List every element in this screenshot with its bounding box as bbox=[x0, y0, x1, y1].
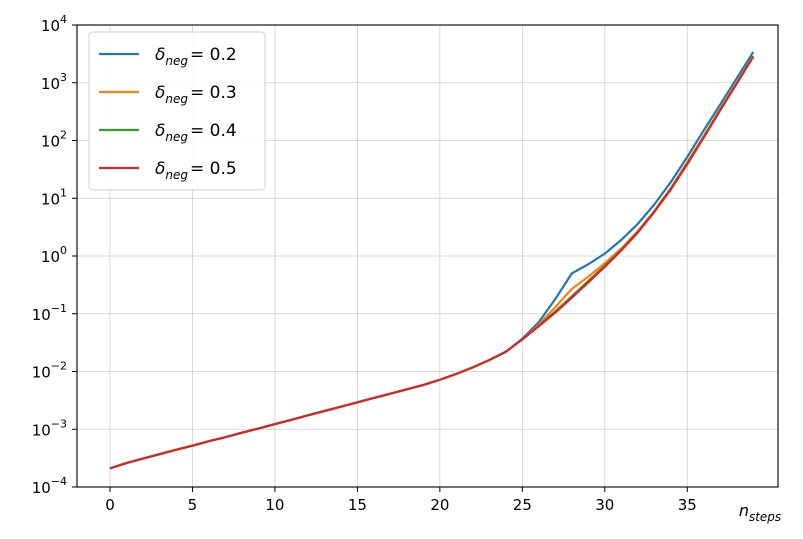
legend-symbol: δ bbox=[155, 159, 165, 179]
x-tick-label: 5 bbox=[188, 496, 198, 514]
x-tick-label: 0 bbox=[105, 496, 115, 514]
y-tick-base: 10 bbox=[41, 75, 60, 93]
y-tick-exponent: −2 bbox=[51, 360, 67, 373]
legend-subscript: neg bbox=[165, 168, 188, 182]
y-tick-label: 10−4 bbox=[32, 475, 67, 497]
x-tick-label: 35 bbox=[678, 496, 697, 514]
y-tick-label: 102 bbox=[41, 129, 67, 151]
legend-value: = 0.5 bbox=[190, 159, 237, 179]
y-tick-label: 103 bbox=[41, 71, 67, 93]
x-tick-label: 10 bbox=[265, 496, 284, 514]
legend-subscript: neg bbox=[165, 130, 188, 144]
x-axis-label-sub: steps bbox=[749, 510, 781, 524]
legend-label: δneg = 0.4 bbox=[155, 121, 237, 144]
y-tick-exponent: 4 bbox=[60, 13, 67, 26]
x-tick-label: 25 bbox=[513, 496, 532, 514]
x-tick-label: 20 bbox=[430, 496, 449, 514]
legend-symbol: δ bbox=[155, 83, 165, 103]
y-tick-base: 10 bbox=[32, 479, 51, 497]
legend-value: = 0.2 bbox=[190, 45, 237, 65]
y-tick-label: 100 bbox=[41, 244, 67, 266]
y-tick-base: 10 bbox=[32, 364, 51, 382]
y-tick-exponent: −3 bbox=[51, 417, 67, 430]
legend-symbol: δ bbox=[155, 45, 165, 65]
x-axis-label: nsteps bbox=[739, 501, 781, 524]
y-tick-label: 10−3 bbox=[32, 417, 67, 439]
legend-label: δneg = 0.3 bbox=[155, 83, 237, 106]
y-tick-exponent: −1 bbox=[51, 302, 67, 315]
y-tick-exponent: 1 bbox=[60, 186, 67, 199]
x-axis-ticks: 0 5 10 15 20 25 30 35 bbox=[105, 487, 697, 514]
legend-label: δneg = 0.5 bbox=[155, 159, 237, 182]
y-tick-exponent: 3 bbox=[60, 71, 67, 84]
legend-label: δneg = 0.2 bbox=[155, 45, 237, 68]
legend-value: = 0.3 bbox=[190, 83, 237, 103]
y-tick-base: 10 bbox=[41, 248, 60, 266]
y-tick-label: 104 bbox=[41, 13, 67, 35]
x-tick-label: 15 bbox=[348, 496, 367, 514]
legend-entry: δneg = 0.4 bbox=[99, 121, 237, 144]
legend-symbol: δ bbox=[155, 121, 165, 141]
y-tick-exponent: 2 bbox=[60, 129, 67, 142]
legend-subscript: neg bbox=[165, 54, 188, 68]
legend-box bbox=[88, 31, 266, 191]
legend-entry: δneg = 0.5 bbox=[99, 159, 237, 182]
y-tick-base: 10 bbox=[41, 17, 60, 35]
legend-subscript: neg bbox=[165, 92, 188, 106]
legend-value: = 0.4 bbox=[190, 121, 237, 141]
y-tick-label: 10−1 bbox=[32, 302, 67, 324]
y-tick-label: 101 bbox=[41, 186, 67, 208]
series-line-4 bbox=[109, 56, 755, 470]
legend-entry: δneg = 0.3 bbox=[99, 83, 237, 106]
y-tick-label: 10−2 bbox=[32, 360, 67, 382]
y-tick-base: 10 bbox=[41, 133, 60, 151]
x-tick-label: 30 bbox=[595, 496, 614, 514]
legend-entry: δneg = 0.2 bbox=[99, 45, 237, 68]
y-tick-base: 10 bbox=[32, 306, 51, 324]
y-tick-base: 10 bbox=[41, 190, 60, 208]
x-axis-label-main: n bbox=[739, 501, 749, 520]
y-tick-base: 10 bbox=[32, 421, 51, 439]
y-tick-exponent: −4 bbox=[51, 475, 67, 488]
y-tick-exponent: 0 bbox=[60, 244, 67, 257]
series-lines bbox=[109, 51, 755, 470]
